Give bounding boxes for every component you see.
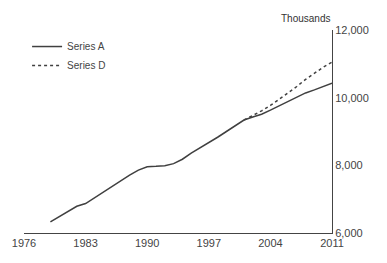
- svg-text:10,000: 10,000: [335, 92, 369, 104]
- svg-text:2011: 2011: [320, 237, 344, 249]
- svg-text:Thousands: Thousands: [281, 13, 330, 24]
- svg-text:Series D: Series D: [67, 60, 105, 71]
- svg-text:1997: 1997: [197, 237, 221, 249]
- svg-text:1983: 1983: [73, 237, 97, 249]
- svg-text:Series A: Series A: [67, 41, 105, 52]
- svg-text:1990: 1990: [135, 237, 159, 249]
- svg-text:12,000: 12,000: [335, 24, 369, 36]
- svg-text:8,000: 8,000: [335, 159, 363, 171]
- svg-text:1976: 1976: [12, 237, 36, 249]
- svg-text:6,000: 6,000: [335, 227, 363, 239]
- svg-text:2004: 2004: [258, 237, 282, 249]
